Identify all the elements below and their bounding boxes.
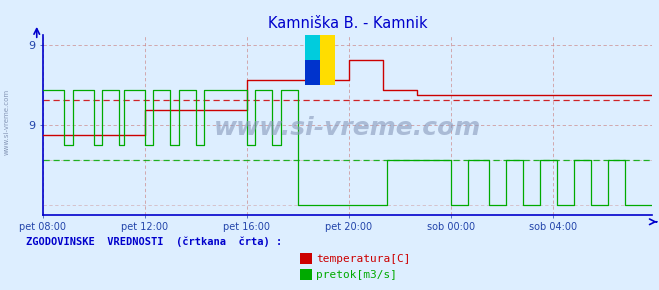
Text: temperatura[C]: temperatura[C] — [316, 254, 411, 264]
Text: ZGODOVINSKE  VREDNOSTI  (črtkana  črta) :: ZGODOVINSKE VREDNOSTI (črtkana črta) : — [26, 237, 283, 247]
Text: www.si-vreme.com: www.si-vreme.com — [214, 116, 481, 140]
Bar — [320, 35, 335, 85]
Text: pretok[m3/s]: pretok[m3/s] — [316, 270, 397, 280]
Title: Kamniška B. - Kamnik: Kamniška B. - Kamnik — [268, 16, 428, 31]
Text: www.si-vreme.com: www.si-vreme.com — [3, 89, 10, 155]
Bar — [305, 60, 320, 85]
Bar — [305, 35, 320, 60]
